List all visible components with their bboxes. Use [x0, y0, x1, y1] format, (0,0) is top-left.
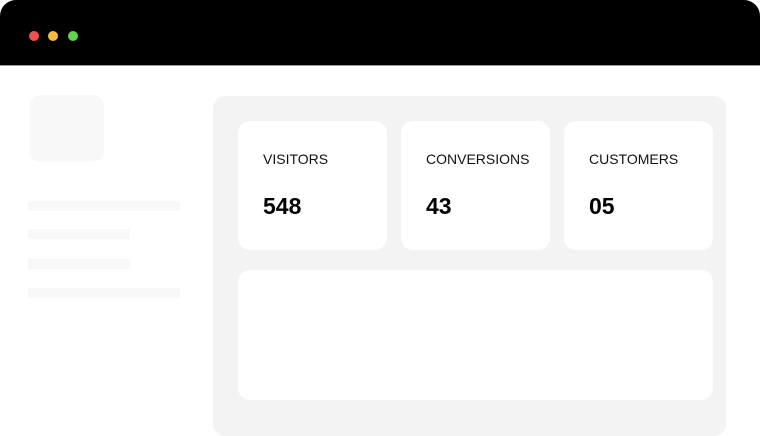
sidebar-item-placeholder[interactable] [28, 201, 180, 211]
sidebar-item-placeholder[interactable] [28, 229, 130, 239]
stat-card-conversions: CONVERSIONS 43 [401, 121, 550, 250]
sidebar-item-placeholder[interactable] [28, 288, 180, 298]
stat-label: CONVERSIONS [426, 151, 530, 167]
stat-card-visitors: VISITORS 548 [238, 121, 387, 250]
stat-value: 548 [263, 193, 302, 219]
window-titlebar [0, 0, 760, 66]
stat-label: VISITORS [263, 151, 329, 167]
maximize-window-button[interactable] [68, 31, 78, 41]
minimize-window-button[interactable] [48, 31, 58, 41]
sidebar-item-placeholder[interactable] [28, 259, 130, 269]
stat-value: 05 [589, 193, 615, 219]
stat-card-customers: CUSTOMERS 05 [564, 121, 713, 250]
content-card-placeholder [238, 270, 713, 400]
logo-placeholder [29, 95, 104, 162]
stat-label: CUSTOMERS [589, 151, 679, 167]
stat-value: 43 [426, 193, 452, 219]
close-window-button[interactable] [29, 31, 39, 41]
